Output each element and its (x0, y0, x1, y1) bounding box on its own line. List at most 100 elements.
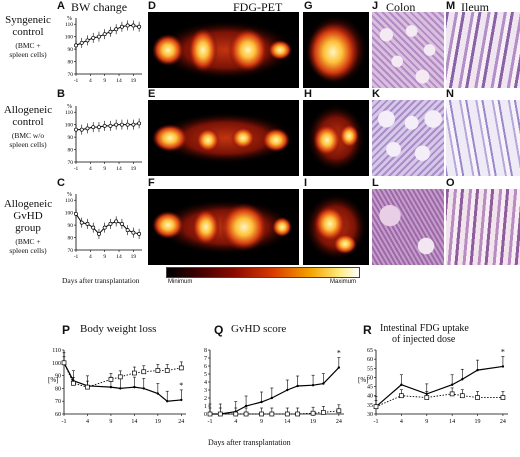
panel-label-m: M (446, 0, 456, 12)
y-tick-label: 0 (204, 412, 207, 418)
pet-image-f (148, 189, 299, 265)
panel-label-e: E (148, 88, 156, 100)
x-tick-label: 4 (86, 419, 89, 425)
data-point (61, 360, 67, 366)
significance-star: * (337, 349, 341, 358)
data-point (501, 365, 505, 368)
y-unit-label: % (67, 104, 72, 110)
panel-label-a: A (57, 0, 65, 12)
row-sub-2: spleen cells) (9, 50, 47, 59)
y-unit-label: [%] (48, 376, 59, 384)
x-tick-label: 4 (89, 254, 92, 260)
data-point (119, 122, 124, 127)
significance-star: * (179, 381, 183, 390)
series-line-0 (210, 367, 340, 415)
data-point (142, 387, 145, 390)
data-point (233, 411, 239, 417)
panel-label-r: R (363, 323, 372, 337)
y-tick-label: 110 (52, 348, 61, 354)
data-point (178, 365, 184, 371)
data-point (296, 384, 299, 388)
series-line (75, 24, 140, 46)
chart-p: 60 70 80 90 100 110 -1 4 9 14 19 24 [%] * (48, 348, 186, 425)
y-tick-label: 50 (367, 375, 373, 381)
data-point (475, 395, 480, 400)
row-label-gvhd: Allogeneic GvHD group (BMC + spleen cell… (0, 198, 56, 255)
y-tick-label: 65 (367, 348, 373, 354)
y-tick-label: 80 (68, 148, 74, 154)
panel-label-q: Q (214, 323, 224, 337)
y-tick-label: 1 (204, 404, 207, 410)
data-point (207, 411, 213, 417)
data-point (133, 385, 136, 389)
data-point (85, 126, 90, 131)
data-point (125, 122, 130, 127)
data-point (449, 391, 455, 397)
data-point (74, 43, 78, 48)
x-tick-label: 14 (116, 254, 122, 260)
chart-q: 0 1 2 3 4 5 6 7 8 -1 4 9 14 19 24 * (204, 348, 344, 425)
y-tick-label: 2 (204, 396, 207, 402)
p-title: Body weight loss (80, 323, 157, 335)
y-tick-label: 60 (367, 357, 373, 363)
chart-a: %110 100 90 80 70-1 4 9 14 19 (65, 16, 142, 84)
data-point (131, 230, 136, 235)
histology-colon-l (372, 189, 444, 265)
data-point (108, 29, 113, 34)
y-tick-label: 45 (367, 385, 373, 391)
data-point (259, 411, 264, 417)
y-tick-label: 100 (52, 361, 61, 367)
colorbar-max-label: Maximum (330, 279, 357, 285)
x-tick-label: 4 (89, 166, 92, 172)
data-point (119, 387, 122, 390)
row-sub-2: spleen cells) (9, 140, 47, 149)
pet-image-d (148, 12, 299, 88)
row-sub-1: (BMC + (15, 237, 41, 246)
panel-label-h: H (304, 88, 312, 100)
data-point (424, 395, 430, 400)
data-point (269, 411, 275, 417)
data-point (119, 221, 124, 226)
pet-image-e (148, 100, 299, 176)
header-fdg-pet: FDG-PET (233, 0, 283, 14)
y-tick-label: 7 (204, 356, 207, 362)
data-point (243, 411, 249, 417)
data-point (85, 221, 90, 226)
data-point (137, 231, 142, 236)
data-point (114, 219, 119, 224)
x-tick-label: 14 (284, 419, 290, 425)
panel-label-n: N (446, 88, 454, 100)
data-point (91, 125, 96, 130)
significance-star: * (501, 347, 505, 356)
x-tick-label: -1 (74, 166, 79, 172)
x-tick-label: 19 (475, 419, 481, 425)
x-tick-label: -1 (208, 419, 213, 425)
panel-label-p: P (62, 323, 71, 337)
data-point (71, 380, 76, 386)
y-tick-label: 8 (204, 348, 207, 354)
data-point (336, 408, 342, 414)
data-point (295, 411, 300, 417)
data-point (270, 396, 274, 400)
x-tick-label: -1 (74, 254, 79, 260)
data-point (399, 393, 404, 399)
data-point (85, 384, 90, 390)
data-point (97, 231, 101, 236)
y-unit-label: [%] (358, 376, 369, 384)
series-line-0 (63, 362, 182, 402)
data-point (114, 122, 119, 127)
data-point (217, 411, 223, 417)
pet-colorbar (166, 267, 360, 278)
y-tick-label: 80 (68, 60, 74, 66)
histology-ileum-o (446, 189, 520, 265)
row-sub-1: (BMC + (15, 41, 41, 50)
x-tick-label: 14 (131, 419, 137, 425)
data-point (180, 398, 183, 402)
y-tick-label: 80 (68, 236, 74, 242)
y-tick-label: 110 (65, 22, 73, 28)
pet-zoom-i (303, 189, 369, 265)
x-tick-label: -1 (374, 419, 379, 425)
y-tick-label: 40 (367, 394, 373, 400)
data-point (337, 366, 341, 369)
x-tick-label: 4 (89, 78, 92, 84)
